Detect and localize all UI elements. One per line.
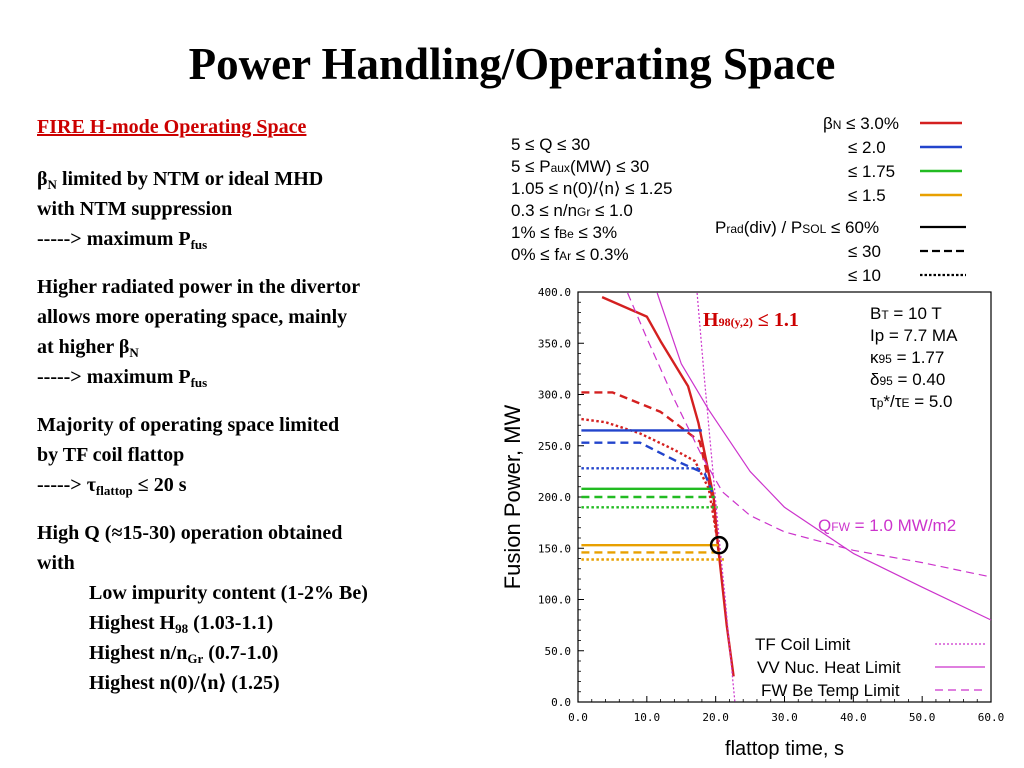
plot-layer (577, 121, 992, 703)
series-line (581, 441, 714, 493)
higher-beta-text: at higher βN (37, 336, 139, 360)
machine-parameter: τp*/τE = 5.0 (870, 392, 953, 411)
x-axis-label: flattop time, s (725, 738, 844, 760)
majority-text: Majority of operating space limited (37, 414, 340, 436)
qfw-label: QFW = 1.0 MW/m2 (818, 516, 956, 535)
y-tick-label: 300.0 (538, 389, 571, 402)
series-line (627, 292, 992, 578)
beta-limit-text: βN limited by NTM or ideal MHD (37, 168, 324, 192)
legend-beta-label: ≤ 1.5 (848, 186, 886, 205)
list-item-h98: Highest H98 (1.03-1.1) (89, 612, 274, 636)
legend-prad-label: ≤ 30 (848, 242, 881, 261)
machine-parameter: κ95 = 1.77 (870, 348, 944, 367)
max-pfus-text-2: -----> maximum Pfus (37, 366, 208, 390)
text-layer: 0.0 10.0 20.0 30.0 40.0 50.0 60.0 0.0 50.0 100.0 1… (500, 114, 1004, 760)
legend-beta-label: ≤ 2.0 (848, 138, 886, 157)
x-tick-label: 10.0 (634, 711, 661, 724)
with-text: with (37, 552, 75, 574)
legend-prad-label: ≤ 10 (848, 266, 881, 285)
y-tick-label: 150.0 (538, 542, 571, 555)
parameter-range: 0% ≤ fAr ≤ 0.3% (511, 245, 629, 264)
y-tick-label: 400.0 (538, 286, 571, 299)
x-tick-label: 20.0 (702, 711, 729, 724)
y-tick-label: 350.0 (538, 337, 571, 350)
parameter-range: 0.3 ≤ n/nGr ≤ 1.0 (511, 201, 633, 220)
operating-space-text: allows more operating space, mainly (37, 306, 348, 328)
machine-parameter: δ95 = 0.40 (870, 370, 945, 389)
x-tick-label: 0.0 (568, 711, 588, 724)
parameter-range: 5 ≤ Q ≤ 30 (511, 135, 590, 154)
legend-beta-label: βN ≤ 3.0% (823, 114, 899, 133)
operating-point-marker (709, 535, 729, 555)
limit-legend-label: VV Nuc. Heat Limit (757, 658, 901, 677)
y-axis-label: Fusion Power, MW (500, 404, 525, 589)
x-tick-label: 30.0 (771, 711, 798, 724)
y-tick-label: 0.0 (551, 696, 571, 709)
list-item-ngr: Highest n/nGr (0.7-1.0) (89, 642, 279, 666)
subtitle: FIRE H-mode Operating Space (37, 116, 307, 138)
series-line (656, 292, 992, 621)
y-tick-label: 50.0 (545, 645, 572, 658)
list-item-peaking: Highest n(0)/⟨n⟩ (1.25) (89, 672, 280, 694)
legend-beta-label: ≤ 1.75 (848, 162, 895, 181)
max-pfus-text-1: -----> maximum Pfus (37, 228, 208, 252)
machine-parameter: BT = 10 T (870, 304, 942, 323)
radiated-power-text: Higher radiated power in the divertor (37, 276, 361, 298)
h98-label: H98(y,2) ≤ 1.1 (703, 309, 799, 331)
flattop-text: -----> τflattop ≤ 20 s (37, 474, 187, 498)
tf-coil-text: by TF coil flattop (37, 444, 185, 466)
parameter-range: 5 ≤ Paux(MW) ≤ 30 (511, 157, 649, 176)
y-tick-label: 100.0 (538, 594, 571, 607)
machine-parameter: Ip = 7.7 MA (870, 326, 958, 345)
series-line (581, 417, 719, 539)
parameter-range: 1% ≤ fBe ≤ 3% (511, 223, 617, 242)
parameter-range: 1.05 ≤ n(0)/⟨n⟩ ≤ 1.25 (511, 179, 672, 198)
y-tick-label: 250.0 (538, 440, 571, 453)
x-tick-label: 40.0 (840, 711, 867, 724)
x-tick-label: 60.0 (978, 711, 1005, 724)
legend-prad-label: Prad(div) / PSOL ≤ 60% (715, 218, 879, 237)
high-q-text: High Q (≈15-30) operation obtained (37, 522, 343, 544)
series-line (581, 391, 720, 551)
x-tick-label: 50.0 (909, 711, 936, 724)
ntm-suppression-text: with NTM suppression (37, 198, 233, 220)
series-line (601, 296, 735, 677)
page-title: Power Handling/Operating Space (188, 39, 836, 89)
limit-legend-label: TF Coil Limit (755, 635, 851, 654)
list-item-impurity: Low impurity content (1-2% Be) (89, 582, 368, 604)
limit-legend-label: FW Be Temp Limit (761, 681, 900, 700)
left-text-panel: FIRE H-mode Operating Space βN limited b… (37, 112, 477, 698)
y-tick-label: 200.0 (538, 491, 571, 504)
